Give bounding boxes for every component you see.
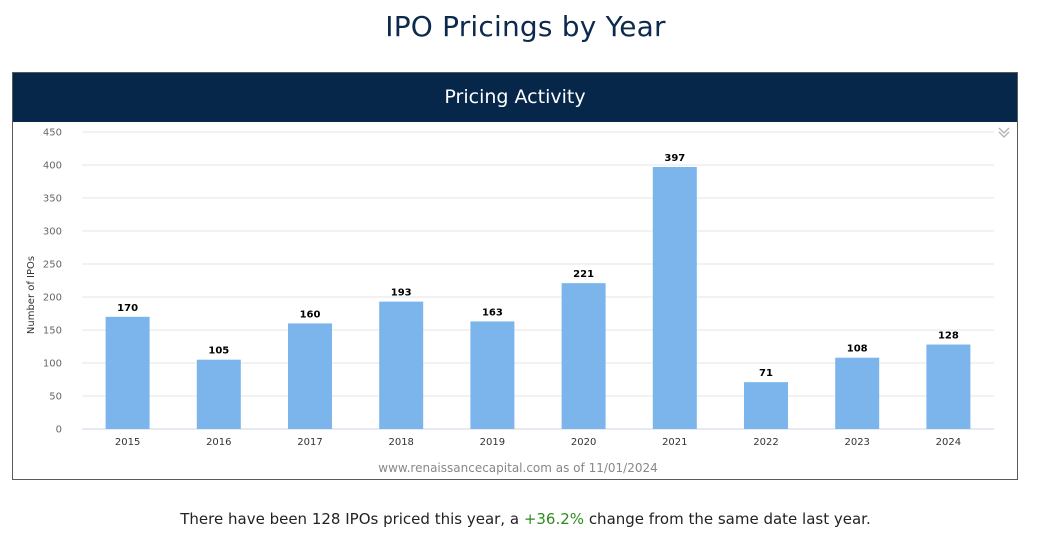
y-tick-label: 350: [43, 194, 62, 205]
data-label-2019: 163: [482, 307, 503, 318]
x-tick-label: 2021: [662, 437, 687, 448]
bar-2024[interactable]: [926, 344, 971, 429]
chart-panel: Pricing Activity 0 50 100 150 200 250 300 350 40…: [12, 72, 1018, 480]
data-label-2017: 160: [300, 309, 321, 320]
summary-sentence: There have been 128 IPOs priced this yea…: [0, 510, 1051, 528]
data-label-2015: 170: [117, 303, 138, 314]
bar-2023[interactable]: [835, 357, 880, 429]
x-tick-label: 2015: [115, 437, 140, 448]
y-tick-label: 100: [43, 359, 62, 370]
panel-header: Pricing Activity: [13, 73, 1017, 122]
data-label-2018: 193: [391, 288, 412, 299]
y-tick-label: 200: [43, 293, 62, 304]
y-tick-label: 50: [49, 392, 62, 403]
y-tick-label: 400: [43, 161, 62, 172]
x-tick-label: 2018: [388, 437, 413, 448]
data-label-2016: 105: [208, 346, 229, 357]
data-label-2024: 128: [938, 331, 959, 342]
y-tick-label: 150: [43, 326, 62, 337]
y-axis-title: Number of IPOs: [26, 256, 37, 334]
bars-layer: [105, 166, 971, 429]
y-axis-ticks: 0 50 100 150 200 250 300 350 400 450: [43, 128, 62, 436]
bar-2021[interactable]: [652, 166, 697, 429]
data-labels-layer: 170 105 160 193 163 221 397 71 108 128: [117, 153, 959, 379]
data-label-2021: 397: [664, 153, 685, 164]
y-tick-label: 450: [43, 128, 62, 139]
page-title: IPO Pricings by Year: [385, 10, 666, 43]
y-tick-label: 300: [43, 227, 62, 238]
x-tick-label: 2019: [480, 437, 505, 448]
data-label-2020: 221: [573, 269, 594, 280]
x-axis-ticks: 2015 2016 2017 2018 2019 2020 2021 2022 2023 2024: [115, 437, 961, 448]
data-label-2022: 71: [759, 368, 773, 379]
x-tick-label: 2016: [206, 437, 231, 448]
change-percent: +36.2%: [523, 510, 585, 528]
bar-2019[interactable]: [470, 321, 515, 429]
x-tick-label: 2020: [571, 437, 596, 448]
y-tick-label: 0: [56, 425, 62, 436]
double-chevron-down-icon[interactable]: [997, 125, 1011, 139]
x-tick-label: 2017: [297, 437, 322, 448]
x-tick-label: 2023: [844, 437, 869, 448]
bar-2016[interactable]: [196, 359, 241, 429]
summary-prefix: There have been 128 IPOs priced this yea…: [180, 510, 524, 528]
bar-2017[interactable]: [288, 323, 332, 429]
summary-suffix: change from the same date last year.: [584, 510, 871, 528]
y-tick-label: 250: [43, 260, 62, 271]
x-tick-label: 2024: [936, 437, 961, 448]
bar-2018[interactable]: [379, 301, 424, 429]
chart-credits[interactable]: www.renaissancecapital.com as of 11/01/2…: [378, 461, 657, 475]
bar-2020[interactable]: [561, 283, 606, 429]
data-label-2023: 108: [847, 344, 868, 355]
bar-chart: 0 50 100 150 200 250 300 350 400 450 170 105 160 193…: [26, 128, 994, 475]
bar-2015[interactable]: [105, 316, 150, 429]
x-tick-label: 2022: [753, 437, 778, 448]
bar-2022[interactable]: [744, 382, 788, 429]
